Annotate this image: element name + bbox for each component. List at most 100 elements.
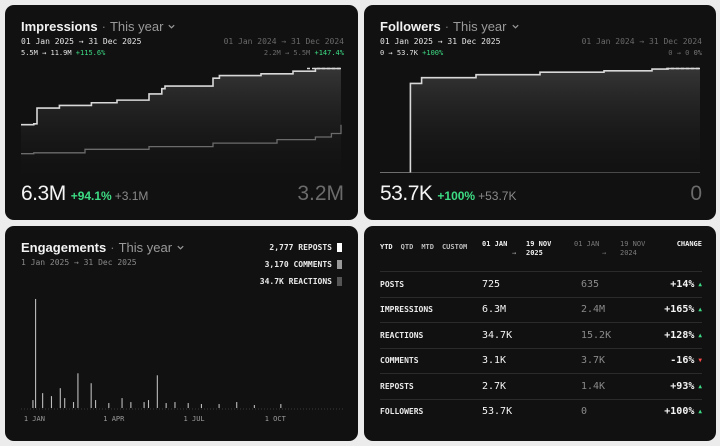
- row-change: +93% ▲: [670, 380, 702, 392]
- chevron-down-icon[interactable]: [167, 22, 176, 31]
- row-current: 2.7K: [482, 380, 507, 392]
- row-change: -16% ▼: [670, 355, 702, 367]
- triangle-up-icon: ▲: [698, 331, 702, 339]
- impressions-prev-value: +3.1M: [114, 189, 149, 203]
- comparison-table-card: YTD QTD MTD CUSTOM 01 JAN → 19 NOV 2025 …: [364, 226, 716, 441]
- row-label: FOLLOWERS: [380, 407, 424, 417]
- followers-prev-value: +53.7K: [478, 189, 517, 203]
- impressions-sub-current: 5.5M → 11.9M +115.6%: [21, 49, 106, 57]
- impressions-range-previous: 01 Jan 2024 → 31 Dec 2024: [223, 37, 344, 46]
- row-previous: 3.7K: [581, 355, 606, 367]
- legend-reactions: 34.7K REACTIONS: [260, 277, 342, 286]
- impressions-sub-previous: 2.2M → 5.5M +147.4%: [263, 49, 344, 57]
- followers-sub-previous: 0 → 0 0%: [668, 49, 702, 57]
- chevron-down-icon[interactable]: [176, 243, 185, 252]
- impressions-summary: 6.3M +94.1% +3.1M: [21, 182, 148, 206]
- header-current-to: 19 NOV 2025: [526, 240, 552, 257]
- followers-summary: 53.7K +100% +53.7K: [380, 182, 516, 206]
- tab-mtd[interactable]: MTD: [421, 243, 434, 251]
- followers-range-current: 01 Jan 2025 → 31 Dec 2025: [380, 37, 501, 46]
- followers-pct: +100%: [437, 189, 476, 203]
- engagements-range: 1 Jan 2025 → 31 Dec 2025: [21, 258, 137, 267]
- impressions-period-select[interactable]: This year: [109, 19, 164, 34]
- followers-value: 53.7K: [380, 182, 433, 205]
- impressions-card: Impressions · This year 01 Jan 2025 → 31…: [5, 5, 358, 220]
- header-current-from: 01 JAN: [482, 240, 508, 248]
- row-previous: 1.4K: [581, 380, 606, 392]
- row-previous: 2.4M: [581, 304, 606, 316]
- legend-comments: 3,170 COMMENTS: [265, 260, 342, 269]
- header-previous-to: 19 NOV 2024: [620, 240, 646, 257]
- area-fill: [380, 68, 700, 173]
- series-line-previous: [21, 124, 342, 155]
- range-tabs: YTD QTD MTD CUSTOM: [380, 243, 467, 251]
- x-tick: 1 JUL: [183, 415, 205, 423]
- tab-qtd[interactable]: QTD: [400, 243, 414, 251]
- followers-period-select[interactable]: This year: [453, 19, 507, 34]
- table-row: FOLLOWERS 53.7K 0 +100% ▲: [380, 398, 702, 425]
- engagements-chart: [21, 298, 343, 410]
- impressions-title: Impressions: [21, 19, 98, 34]
- row-label: COMMENTS: [380, 356, 419, 366]
- legend-swatch-reactions: [337, 277, 342, 286]
- legend-swatch-reposts: [337, 243, 342, 252]
- row-label: REPOSTS: [380, 381, 414, 391]
- x-tick: 1 APR: [103, 415, 125, 423]
- impressions-range-current: 01 Jan 2025 → 31 Dec 2025: [21, 37, 142, 46]
- followers-title: Followers: [380, 19, 441, 34]
- row-change: +14% ▲: [670, 278, 702, 290]
- legend-reposts: 2,777 REPOSTS: [269, 243, 342, 252]
- followers-header[interactable]: Followers · This year: [380, 19, 520, 34]
- row-label: IMPRESSIONS: [380, 305, 433, 315]
- table-row: IMPRESSIONS 6.3M 2.4M +165% ▲: [380, 296, 702, 323]
- row-label: POSTS: [380, 279, 405, 289]
- triangle-up-icon: ▲: [698, 306, 702, 314]
- tab-custom[interactable]: CUSTOM: [441, 243, 468, 251]
- row-previous: 0: [581, 406, 588, 418]
- engagements-title: Engagements: [21, 240, 107, 255]
- row-previous: 15.2K: [581, 329, 612, 341]
- engagements-period-select[interactable]: This year: [118, 240, 173, 255]
- impressions-chart: [21, 67, 342, 173]
- row-current: 53.7K: [482, 406, 513, 418]
- table-row: REACTIONS 34.7K 15.2K +128% ▲: [380, 322, 702, 348]
- area-fill: [21, 68, 341, 173]
- table-row: REPOSTS 2.7K 1.4K +93% ▲: [380, 373, 702, 399]
- header-previous-from: 01 JAN: [574, 240, 600, 248]
- tab-ytd[interactable]: YTD: [380, 243, 393, 251]
- impressions-header[interactable]: Impressions · This year: [21, 19, 176, 34]
- table-row: POSTS 725 635 +14% ▲: [380, 271, 702, 297]
- row-current: 34.7K: [482, 329, 513, 341]
- triangle-down-icon: ▼: [698, 357, 702, 365]
- followers-card: Followers · This year 01 Jan 2025 → 31 D…: [364, 5, 716, 220]
- followers-range-previous: 01 Jan 2024 → 31 Dec 2024: [581, 37, 702, 46]
- x-tick: 1 JAN: [23, 415, 45, 423]
- row-change: +100% ▲: [664, 406, 702, 418]
- impressions-value: 6.3M: [21, 182, 66, 205]
- triangle-up-icon: ▲: [698, 408, 702, 416]
- chevron-down-icon[interactable]: [511, 22, 520, 31]
- engagements-x-axis: 1 JAN 1 APR 1 JUL 1 OCT: [21, 410, 343, 424]
- series-line-current: [21, 67, 341, 126]
- row-previous: 635: [581, 278, 600, 290]
- triangle-up-icon: ▲: [698, 382, 702, 390]
- impressions-prev-total: 3.2M: [297, 182, 344, 205]
- followers-prev-total: 0: [690, 182, 702, 205]
- engagements-header[interactable]: Engagements · This year: [21, 240, 185, 255]
- row-current: 6.3M: [482, 304, 507, 316]
- row-label: REACTIONS: [380, 330, 424, 340]
- impressions-pct: +94.1%: [70, 189, 112, 203]
- comparison-rows: POSTS 725 635 +14% ▲ IMPRESSIONS 6.3M 2.4M +165%…: [380, 271, 702, 424]
- followers-chart: [380, 67, 700, 173]
- legend-swatch-comments: [337, 260, 342, 269]
- header-arrow: →: [512, 249, 517, 257]
- followers-sub-current: 0 → 53.7K +100%: [380, 49, 444, 57]
- triangle-up-icon: ▲: [698, 280, 702, 288]
- engagements-card: Engagements · This year 1 Jan 2025 → 31 …: [5, 226, 358, 441]
- row-current: 725: [482, 278, 501, 290]
- row-current: 3.1K: [482, 355, 507, 367]
- row-change: +165% ▲: [664, 304, 702, 316]
- x-tick: 1 OCT: [264, 415, 286, 423]
- header-arrow: →: [602, 249, 607, 257]
- header-change: CHANGE: [676, 240, 702, 248]
